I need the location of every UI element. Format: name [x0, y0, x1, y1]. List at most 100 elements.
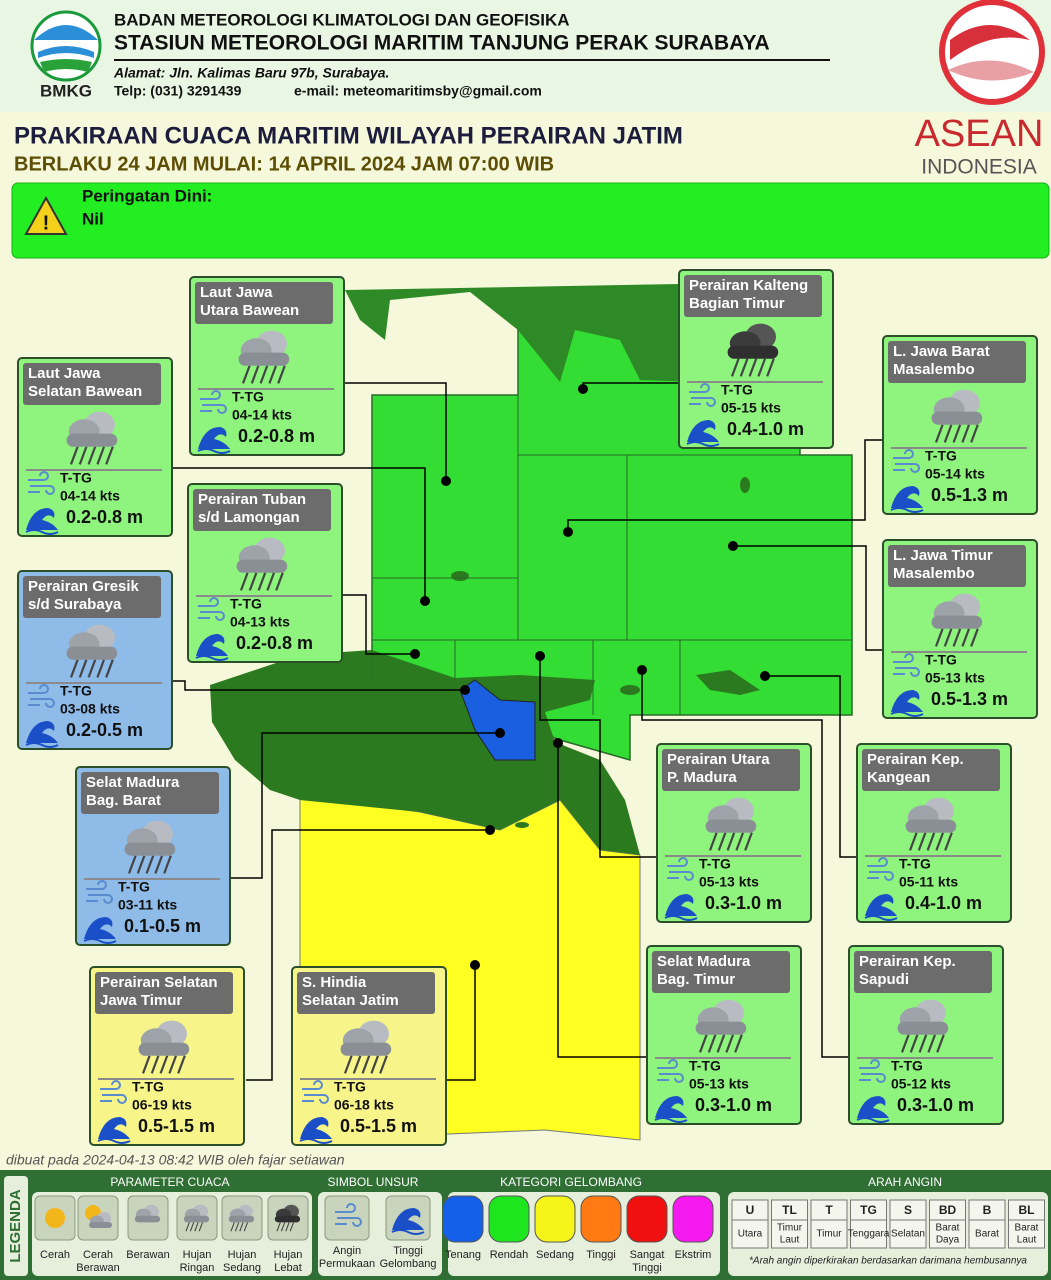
- wind-speed: 05-13 kts: [699, 874, 759, 890]
- wind-stroke: [198, 597, 219, 607]
- rain: [194, 1222, 199, 1232]
- rain: [935, 832, 945, 851]
- email: e-mail: meteomaritimsby@gmail.com: [294, 83, 542, 99]
- rain: [943, 424, 953, 443]
- wind-stroke: [200, 611, 225, 621]
- rain: [248, 572, 258, 591]
- wave-shape: [665, 894, 697, 916]
- rain: [96, 446, 106, 465]
- rain: [926, 832, 936, 851]
- connector: [246, 829, 490, 1081]
- wind-direction: T-TG: [925, 448, 957, 464]
- wave-foam: [195, 655, 229, 661]
- wave-shape: [84, 917, 116, 939]
- rain: [198, 1222, 204, 1232]
- legend-item-label: Sedang: [536, 1249, 574, 1261]
- wave-height: 0.2-0.5 m: [66, 720, 143, 740]
- wave-icon: [890, 486, 924, 513]
- wind-stroke: [28, 684, 49, 694]
- wave-height: 0.2-0.8 m: [236, 633, 313, 653]
- panel-title-bg: [662, 749, 800, 791]
- cloud-part: [66, 433, 118, 447]
- rain: [78, 659, 88, 678]
- location-dot: [420, 596, 430, 606]
- wave-foam: [391, 1229, 425, 1235]
- wind-direction: T-TG: [689, 1058, 721, 1074]
- rain: [127, 855, 137, 874]
- wave-foam: [299, 1138, 333, 1144]
- connector: [446, 965, 476, 1081]
- wave-foam: [856, 1117, 890, 1123]
- rain: [726, 832, 736, 851]
- wind-name-cell: [731, 1219, 769, 1249]
- wind-icon: [667, 857, 694, 881]
- connector: [230, 732, 500, 879]
- cloud-part: [183, 1215, 210, 1223]
- region-name: Perairan Kalteng: [689, 277, 808, 294]
- rain: [370, 1055, 380, 1074]
- legend-item-label: Berawan: [126, 1249, 169, 1261]
- panel-title-bg: [81, 772, 219, 814]
- location-dot: [485, 825, 495, 835]
- region-name: Bagian Timur: [689, 295, 785, 312]
- wave-foam: [83, 938, 117, 944]
- region-name: s/d Surabaya: [28, 596, 122, 613]
- cloud-part: [124, 842, 176, 856]
- rain: [189, 1222, 195, 1232]
- rain: [757, 358, 767, 377]
- asean-title: ASEAN: [915, 113, 1044, 155]
- wind-speed: 06-18 kts: [334, 1097, 394, 1113]
- wave-category-swatch: [672, 1195, 714, 1243]
- wind-stroke: [667, 857, 688, 867]
- legend-item-label: Hujan: [183, 1249, 212, 1261]
- rain: [730, 358, 740, 377]
- wind-stroke: [28, 471, 49, 481]
- region-panel: Perairan Kep.Sapudi T-TG 05-12 kts 0.3-1.0 …: [848, 945, 1004, 1125]
- subtitle: BERLAKU 24 JAM MULAI: 14 APRIL 2024 JAM …: [14, 153, 554, 175]
- region-name: Selatan Jatim: [302, 992, 399, 1009]
- rain: [970, 628, 979, 647]
- legend-label-box: [4, 1176, 28, 1276]
- wind-direction: T-TG: [118, 879, 150, 895]
- station: STASIUN METEOROLOGI MARITIM TANJUNG PERA…: [114, 32, 770, 55]
- rain: [734, 1034, 743, 1053]
- wave-icon: [391, 1208, 425, 1235]
- rain: [744, 832, 753, 851]
- wind-name-cell: [810, 1219, 848, 1249]
- wind-stroke: [859, 1059, 880, 1069]
- region-name: Bag. Barat: [86, 792, 161, 809]
- wind-name: Barat: [975, 1229, 999, 1240]
- wind-stroke: [893, 653, 914, 663]
- wave-shape: [196, 634, 228, 656]
- wind-icon: [893, 653, 920, 677]
- wave-height: 0.4-1.0 m: [727, 419, 804, 439]
- rain: [717, 832, 727, 851]
- location-dot: [578, 384, 588, 394]
- rain: [268, 365, 278, 384]
- legend-item-label: Sedang: [223, 1262, 261, 1274]
- rain: [961, 424, 971, 443]
- location-dot: [728, 541, 738, 551]
- weather-icon: [236, 537, 288, 591]
- rain: [707, 1034, 717, 1053]
- weather-icon: [66, 411, 118, 465]
- wind-direction: T-TG: [891, 1058, 923, 1074]
- weather-icon: [931, 389, 983, 443]
- asean-country: INDONESIA: [921, 156, 1037, 179]
- wave-foam: [890, 711, 924, 717]
- wave-shape: [98, 1117, 130, 1139]
- region-name: Selatan Bawean: [28, 383, 142, 400]
- wind-speed: 05-14 kts: [925, 466, 985, 482]
- wind-abbr: B: [983, 1203, 992, 1217]
- wind-stroke: [895, 667, 920, 677]
- cloud-part: [931, 411, 983, 425]
- wave-shape: [26, 508, 58, 530]
- rain: [716, 1034, 726, 1053]
- wind-stroke: [335, 1203, 356, 1213]
- location-dot: [410, 649, 420, 659]
- panel-title-bg: [297, 972, 435, 1014]
- wave-shape: [865, 894, 897, 916]
